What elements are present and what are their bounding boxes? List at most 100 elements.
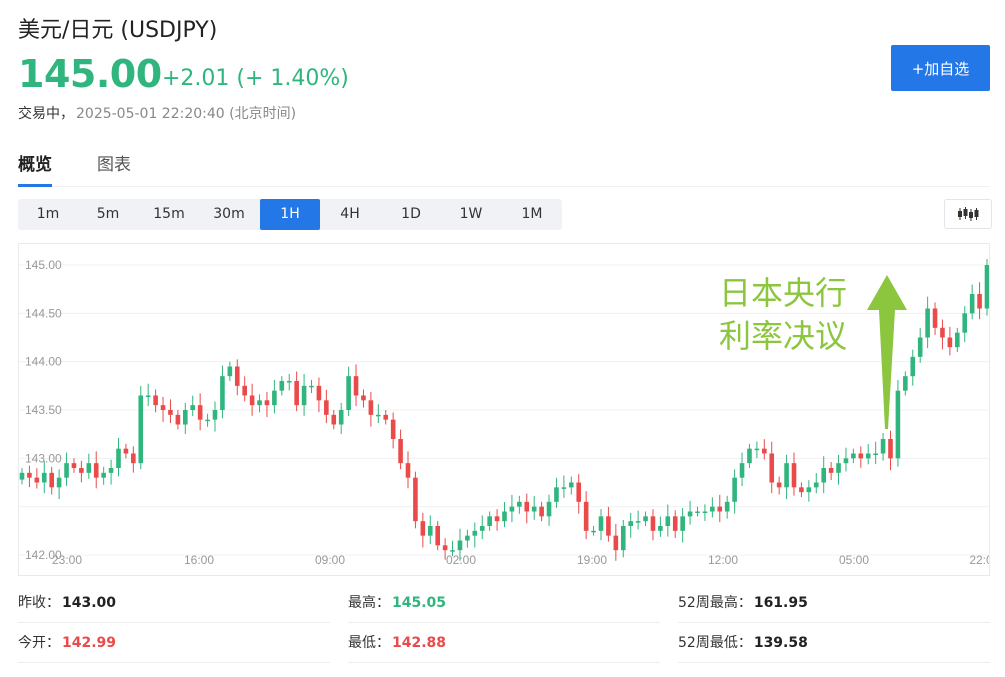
interval-1h[interactable]: 1H xyxy=(260,199,320,230)
candle-up xyxy=(784,463,789,488)
price-chart[interactable]: 145.00 144.50 144.00 143.50 143.00 142.00 23:… xyxy=(18,243,990,576)
candle-up xyxy=(903,376,908,391)
candle-up xyxy=(747,448,752,464)
candle-up xyxy=(465,535,470,541)
price-change: +2.01 (+ 1.40%) xyxy=(162,66,349,91)
tab-bar: 概览 图表 xyxy=(18,150,990,187)
tab-chart[interactable]: 图表 xyxy=(97,155,131,175)
annotation-line-1: 日本央行 xyxy=(719,274,847,312)
candle-down xyxy=(234,366,240,386)
candle-up xyxy=(279,381,285,391)
timestamp: 2025-05-01 22:20:40 (北京时间) xyxy=(76,106,297,122)
candle-down xyxy=(160,405,166,410)
stat-value: 143.00 xyxy=(62,595,117,611)
stat-value: 161.95 xyxy=(753,595,808,611)
y-tick-label: 144.50 xyxy=(25,306,62,320)
candle-up xyxy=(86,463,92,473)
candle-down xyxy=(242,385,247,396)
candle-up xyxy=(41,472,47,483)
candle-up xyxy=(724,501,730,512)
interval-15m[interactable]: 15m xyxy=(153,206,185,222)
candle-up xyxy=(754,448,760,451)
candlestick-icon xyxy=(958,207,979,221)
candle-down xyxy=(34,477,40,483)
y-tick-label: 143.00 xyxy=(25,451,62,465)
candle-up xyxy=(969,294,975,314)
candle-up xyxy=(138,395,144,464)
candle-down xyxy=(71,463,77,468)
candle-up xyxy=(702,511,708,513)
candle-down xyxy=(539,506,544,517)
candle-up xyxy=(836,463,841,473)
interval-5m[interactable]: 5m xyxy=(96,206,120,222)
candle-down xyxy=(390,419,396,439)
interval-1mo[interactable]: 1M xyxy=(521,206,543,222)
candle-down xyxy=(828,468,834,473)
stat-52w-high: 52周最高： 161.95 xyxy=(678,586,990,623)
candle-up xyxy=(806,487,812,493)
candle-up xyxy=(346,376,351,410)
candle-up xyxy=(643,516,648,522)
candle-up xyxy=(19,472,25,480)
stat-value: 142.99 xyxy=(62,635,117,651)
candle-up xyxy=(598,516,604,531)
candle-down xyxy=(769,453,775,483)
chart-type-button[interactable] xyxy=(944,199,992,229)
candle-up xyxy=(925,308,930,338)
interval-1w[interactable]: 1W xyxy=(459,206,483,222)
candle-down xyxy=(940,327,945,338)
trading-status: 交易中， 2025-05-01 22:20:40 (北京时间) xyxy=(18,103,296,123)
candle-up xyxy=(309,385,314,388)
stat-label: 昨收： xyxy=(18,595,60,611)
y-tick-label: 142.00 xyxy=(25,548,62,562)
candle-down xyxy=(672,516,678,531)
candle-down xyxy=(153,395,158,406)
candle-down xyxy=(131,453,136,464)
interval-1d[interactable]: 1D xyxy=(401,206,421,222)
candle-up xyxy=(427,526,433,536)
candle-up xyxy=(695,511,700,513)
candle-up xyxy=(620,526,626,551)
interval-30m[interactable]: 30m xyxy=(213,206,245,222)
candle-down xyxy=(316,385,322,401)
candle-down xyxy=(435,526,440,546)
candle-up xyxy=(865,453,871,459)
candle-up xyxy=(64,463,69,478)
candle-up xyxy=(487,516,492,526)
candle-up xyxy=(554,487,559,502)
candle-down xyxy=(413,477,418,522)
candle-up xyxy=(680,516,685,531)
candle-up xyxy=(591,530,596,533)
candle-up xyxy=(984,265,989,309)
candle-down xyxy=(331,414,337,425)
status-label: 交易中， xyxy=(18,106,74,122)
stat-value: 145.05 xyxy=(392,595,447,611)
x-tick-label: 05:00 xyxy=(839,553,869,567)
y-tick-label: 143.50 xyxy=(25,403,62,417)
add-watchlist-button[interactable]: +加自选 xyxy=(891,45,990,91)
candle-up xyxy=(509,506,515,512)
candle-down xyxy=(405,463,411,478)
interval-1m[interactable]: 1m xyxy=(36,206,60,222)
candle-up xyxy=(531,506,537,512)
candle-up xyxy=(183,410,188,425)
candle-up xyxy=(190,405,196,410)
candle-up xyxy=(665,516,671,526)
y-tick-label: 145.00 xyxy=(25,258,62,272)
candle-down xyxy=(264,400,270,406)
stat-label: 最低： xyxy=(348,635,390,651)
stat-label: 52周最低： xyxy=(678,635,752,651)
candle-down xyxy=(791,463,797,488)
interval-selector: 1m 5m 15m 30m 1H 4H 1D 1W 1M xyxy=(18,199,562,230)
interval-4h[interactable]: 4H xyxy=(340,206,360,222)
candle-up xyxy=(108,468,114,473)
tab-overview[interactable]: 概览 xyxy=(18,150,52,187)
candle-up xyxy=(205,419,210,422)
stat-open: 今开： 142.99 xyxy=(18,626,330,663)
up-arrow-icon xyxy=(867,275,907,429)
candle-down xyxy=(858,453,864,459)
candle-down xyxy=(93,463,99,478)
candle-down xyxy=(888,439,893,459)
candle-up xyxy=(479,526,485,531)
candle-up xyxy=(376,414,381,417)
